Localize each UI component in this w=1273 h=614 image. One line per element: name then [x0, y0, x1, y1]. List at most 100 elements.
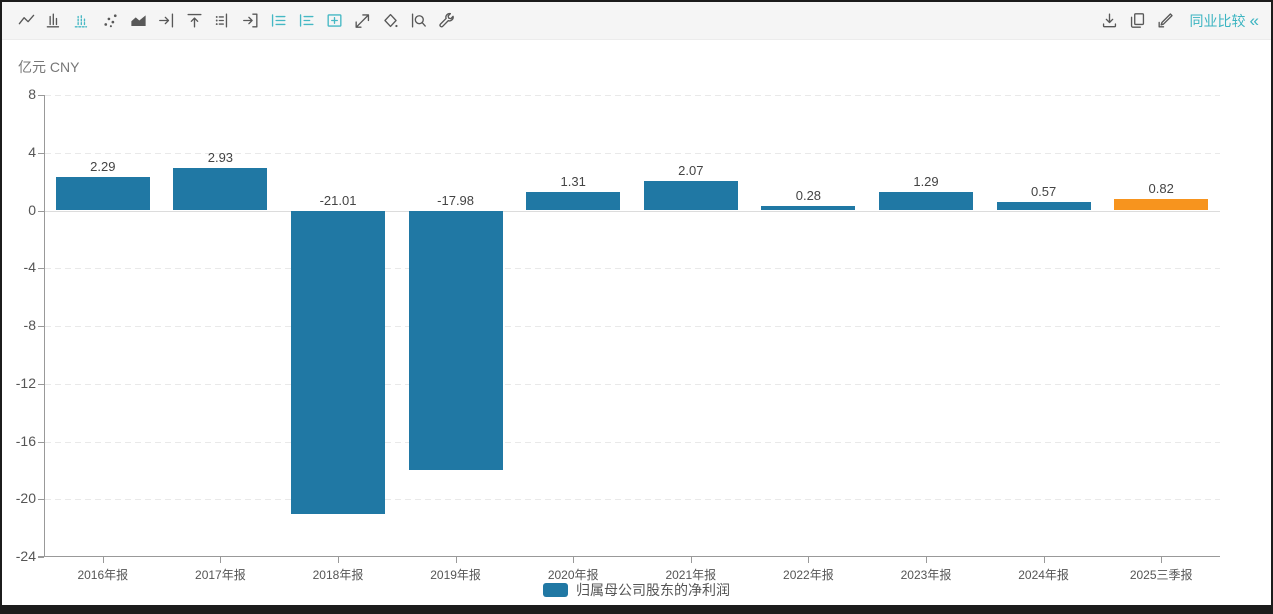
x-axis-label: 2021年报	[665, 568, 717, 582]
scatter-chart-button[interactable]	[96, 7, 124, 35]
y-axis-label: 0	[28, 201, 36, 218]
y-axis-tick	[38, 268, 44, 270]
y-axis-tick	[38, 95, 44, 96]
gridline	[45, 268, 1220, 270]
chart-area: 亿元 CNY 8 4 0 -4 -8 -12 -16 -20 -24 2.29 2016年报 2.93…	[2, 40, 1271, 605]
y-axis-line	[44, 95, 45, 557]
y-axis-tick	[38, 557, 44, 558]
x-axis-tick	[690, 557, 692, 563]
line-chart-icon	[18, 14, 34, 25]
edit-icon	[1158, 13, 1173, 28]
x-axis-tick	[926, 557, 927, 563]
legend-label: 归属母公司股东的净利润	[576, 582, 730, 598]
y-axis-label: -16	[15, 432, 36, 449]
x-axis-label: 2020年报	[547, 568, 599, 582]
legend-swatch	[543, 583, 568, 597]
trend-line-button[interactable]	[348, 7, 376, 35]
zoom-lens-button[interactable]	[404, 7, 432, 35]
value-label: -21.01	[319, 192, 357, 208]
peer-compare-label: 同业比较	[1189, 12, 1246, 29]
legend-align-icon	[299, 14, 314, 27]
x-axis-tick	[102, 557, 104, 563]
collapse-chevron-icon: «	[1249, 11, 1259, 30]
paint-diamond-button[interactable]	[376, 7, 404, 35]
value-label: 2.07	[678, 162, 704, 178]
y-axis-tick	[38, 210, 44, 212]
box-arrow-right-button[interactable]	[236, 7, 264, 35]
y-axis-label: 4	[28, 143, 36, 160]
x-axis-label: 2025三季报	[1129, 568, 1193, 582]
y-axis-label: -4	[23, 259, 36, 276]
x-axis-label: 2016年报	[77, 568, 129, 582]
axis-dots-button[interactable]	[208, 7, 236, 35]
bar-2018年报[interactable]	[291, 210, 385, 514]
toolbar-right-group: 同业比较 «	[1096, 7, 1259, 35]
legend-list-icon	[271, 14, 286, 27]
bar-2021年报[interactable]	[643, 180, 738, 211]
bar-2020年报[interactable]	[526, 191, 621, 211]
x-axis-tick	[455, 557, 457, 563]
legend-list-button[interactable]	[264, 7, 292, 35]
x-axis-tick	[338, 557, 339, 563]
bar-2023年报[interactable]	[879, 191, 973, 211]
legend-align-button[interactable]	[292, 7, 320, 35]
value-label: 0.82	[1148, 180, 1174, 196]
bar-2025三季报[interactable]	[1114, 198, 1209, 211]
y-axis-label: -24	[15, 548, 36, 564]
chart-legend[interactable]: 归属母公司股东的净利润	[2, 580, 1271, 600]
y-axis-tick	[38, 326, 44, 327]
value-label: 0.57	[1030, 184, 1057, 200]
bar-2019年报[interactable]	[408, 210, 503, 471]
gridline	[45, 441, 1220, 443]
x-axis-label: 2019年报	[430, 568, 481, 582]
scatter-chart-icon	[103, 14, 117, 28]
zoom-lens-icon	[411, 13, 426, 28]
y-axis-label: 8	[28, 86, 36, 102]
x-axis-label: 2022年报	[783, 568, 834, 582]
x-axis-label: 2024年报	[1018, 568, 1069, 582]
axis-arrow-right-icon	[158, 13, 173, 28]
y-axis-tick	[38, 441, 44, 443]
bar-2024年报[interactable]	[996, 202, 1091, 211]
bar-chart-button[interactable]	[40, 7, 68, 35]
value-label: 2.29	[90, 159, 116, 175]
peer-compare-link[interactable]: 同业比较 «	[1190, 11, 1259, 31]
x-axis-tick	[1161, 557, 1163, 563]
y-axis-tick	[38, 383, 44, 385]
area-chart-icon	[130, 15, 146, 27]
gridline	[45, 499, 1220, 501]
copy-button[interactable]	[1124, 7, 1152, 35]
wrench-button[interactable]	[432, 7, 460, 35]
x-axis-line	[38, 556, 1220, 557]
download-button[interactable]	[1096, 7, 1124, 35]
bar-2016年报[interactable]	[55, 177, 150, 211]
bar-chart-icon	[46, 13, 59, 28]
plot-area: 8 4 0 -4 -8 -12 -16 -20 -24 2.29 2016年报 2.93 2017年报 -…	[16, 86, 1220, 582]
window-bottom-edge	[2, 605, 1271, 612]
y-axis-label: -20	[15, 490, 36, 507]
trend-line-icon	[354, 14, 369, 28]
axis-arrow-up-icon	[186, 13, 202, 28]
axis-dots-icon	[215, 13, 227, 28]
y-axis-label: -8	[23, 317, 36, 333]
x-axis-tick	[1043, 557, 1045, 563]
line-chart-button[interactable]	[12, 7, 40, 35]
y-axis-tick	[38, 499, 44, 501]
gridline	[45, 383, 1220, 385]
bar-2022年报[interactable]	[761, 206, 856, 211]
axis-arrow-right-button[interactable]	[152, 7, 180, 35]
area-chart-button[interactable]	[124, 7, 152, 35]
dot-bar-chart-button[interactable]	[68, 7, 96, 35]
download-icon	[1102, 13, 1117, 28]
paint-diamond-icon	[383, 13, 398, 28]
y-axis-label: -12	[15, 374, 36, 391]
add-box-button[interactable]	[320, 7, 348, 35]
x-axis-tick	[808, 557, 810, 563]
wrench-icon	[438, 12, 454, 28]
value-label: 0.28	[795, 188, 822, 204]
value-label: 1.31	[560, 173, 586, 189]
bar-2017年报[interactable]	[173, 168, 268, 211]
gridline	[45, 152, 1220, 154]
edit-button[interactable]	[1152, 7, 1180, 35]
axis-arrow-up-button[interactable]	[180, 7, 208, 35]
